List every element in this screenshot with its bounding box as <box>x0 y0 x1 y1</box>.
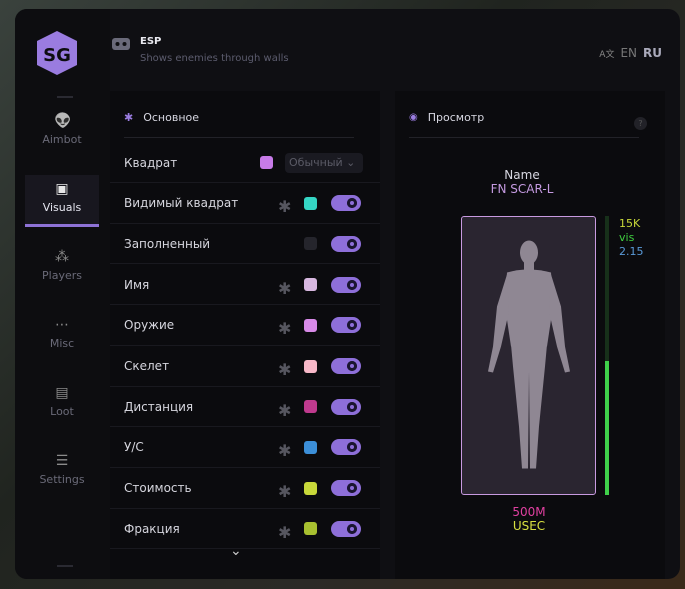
color-swatch[interactable] <box>304 278 317 292</box>
setting-row: Видимый квадрат ✱ <box>110 184 380 224</box>
sidebar-item-label: Players <box>42 269 82 282</box>
setting-label: Стоимость <box>124 481 192 496</box>
sidebar-item-label: Misc <box>49 337 75 350</box>
color-swatch[interactable] <box>304 318 317 332</box>
setting-row: Заполненный <box>110 224 380 265</box>
vr-icon: ▣ <box>55 181 69 197</box>
preview-visible: vis <box>619 231 635 244</box>
sidebar-item-aimbot[interactable]: 👽 Aimbot <box>25 107 99 159</box>
section-title: Просмотр <box>427 111 485 124</box>
toggle-switch[interactable] <box>331 276 361 293</box>
box-mode-dropdown[interactable]: Обычный ⌄ <box>285 152 363 173</box>
sidebar-item-label: Settings <box>39 473 85 486</box>
language-switch: A文 EN RU <box>599 46 662 60</box>
setting-label: Имя <box>124 277 150 292</box>
vr-icon <box>112 38 130 50</box>
gear-icon[interactable]: ✱ <box>278 400 292 420</box>
sidebar-item-label: Visuals <box>42 201 82 214</box>
sidebar: SG 👽 Aimbot ▣ Visuals ⁂ Players ⋯ Misc ▤ Loot ☰ Set… <box>15 9 110 579</box>
setting-row: Стоимость ✱ <box>110 469 380 509</box>
scroll-down-chevron-icon[interactable]: ⌄ <box>230 543 242 559</box>
sidebar-item-loot[interactable]: ▤ Loot <box>25 379 99 431</box>
setting-row: Фракция ✱ <box>110 509 380 550</box>
list-icon: ☰ <box>55 453 69 469</box>
color-swatch[interactable] <box>304 440 317 454</box>
svg-text:SG: SG <box>43 45 71 66</box>
toggle-switch[interactable] <box>331 358 361 374</box>
toggle-switch[interactable] <box>331 480 361 497</box>
app-window: SG 👽 Aimbot ▣ Visuals ⁂ Players ⋯ Misc ▤ Loot ☰ Set… <box>15 9 680 579</box>
gear-icon[interactable]: ✱ <box>278 441 292 461</box>
preview-weapon: FN SCAR-L <box>490 182 554 196</box>
toggle-switch[interactable] <box>331 439 361 456</box>
sidebar-item-visuals[interactable]: ▣ Visuals <box>25 175 99 227</box>
users-icon: ⁂ <box>55 249 69 265</box>
toggle-switch[interactable] <box>331 195 361 212</box>
preview-panel: ◉ Просмотр ? Name FN SCAR-L 15K vis 2.15 … <box>395 91 665 579</box>
preview-ratio: 2.15 <box>619 245 644 258</box>
logo-icon: SG <box>37 31 77 75</box>
page-subtitle: Shows enemies through walls <box>140 53 289 64</box>
preview-name: Name <box>504 168 540 182</box>
setting-row: У/С ✱ <box>110 428 380 468</box>
color-swatch[interactable] <box>304 359 317 373</box>
color-swatch[interactable] <box>260 156 273 169</box>
body-model-icon <box>488 240 570 469</box>
sidebar-item-players[interactable]: ⁂ Players <box>25 243 99 295</box>
preview-value: 15K <box>619 217 641 230</box>
setting-label: Квадрат <box>124 155 178 170</box>
setting-label: Заполненный <box>124 236 211 251</box>
setting-label: Видимый квадрат <box>124 196 239 211</box>
preview-box <box>461 216 596 495</box>
alien-icon: 👽 <box>54 113 72 129</box>
gear-icon[interactable]: ✱ <box>278 319 292 339</box>
setting-row: Скелет ✱ <box>110 347 380 387</box>
divider <box>57 565 73 567</box>
toggle-switch[interactable] <box>331 235 361 252</box>
eye-icon: ◉ <box>409 112 418 123</box>
gear-icon[interactable]: ✱ <box>278 482 292 502</box>
section-title: Основное <box>143 111 200 124</box>
health-bar <box>605 216 609 495</box>
sidebar-item-settings[interactable]: ☰ Settings <box>25 447 99 499</box>
page-title: ESP <box>140 36 162 47</box>
color-swatch[interactable] <box>304 481 317 495</box>
setting-label: Фракция <box>124 521 180 536</box>
gear-icon[interactable]: ✱ <box>278 522 292 542</box>
setting-label: Скелет <box>124 359 170 373</box>
preview-distance: 500M <box>512 505 546 519</box>
translate-icon: A文 <box>599 49 615 60</box>
sidebar-item-label: Aimbot <box>42 133 82 146</box>
lang-en[interactable]: EN <box>620 46 638 60</box>
gear-icon: ✱ <box>124 111 134 124</box>
gear-icon[interactable]: ✱ <box>278 278 292 298</box>
toggle-switch[interactable] <box>331 398 361 415</box>
color-swatch[interactable] <box>304 196 317 210</box>
main-settings-panel: ✱ Основное Квадрат Обычный ⌄ Видимый квадра… <box>110 91 380 579</box>
divider <box>57 96 73 98</box>
color-swatch[interactable] <box>304 237 317 251</box>
setting-row: Квадрат Обычный ⌄ <box>110 143 380 183</box>
preview-faction: USEC <box>512 519 546 533</box>
help-button[interactable]: ? <box>634 117 647 130</box>
gear-icon[interactable]: ✱ <box>278 360 292 379</box>
setting-row: Имя ✱ <box>110 265 380 306</box>
color-swatch[interactable] <box>304 400 317 414</box>
setting-label: Дистанция <box>124 399 194 414</box>
setting-row: Дистанция ✱ <box>110 387 380 428</box>
sidebar-item-misc[interactable]: ⋯ Misc <box>25 311 99 363</box>
dots-icon: ⋯ <box>55 317 69 333</box>
color-swatch[interactable] <box>304 522 317 536</box>
setting-label: У/С <box>124 440 144 455</box>
briefcase-icon: ▤ <box>55 385 69 401</box>
lang-ru[interactable]: RU <box>643 46 662 60</box>
toggle-switch[interactable] <box>331 317 361 334</box>
gear-icon[interactable]: ✱ <box>278 197 292 217</box>
setting-label: Оружие <box>124 318 175 333</box>
setting-row: Оружие ✱ <box>110 306 380 346</box>
sidebar-item-label: Loot <box>50 405 74 418</box>
toggle-switch[interactable] <box>331 520 361 537</box>
